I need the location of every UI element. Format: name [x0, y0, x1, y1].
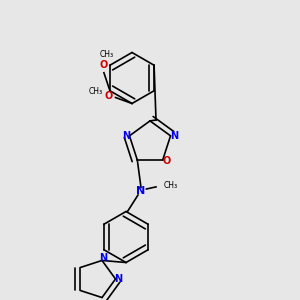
Text: O: O — [162, 157, 170, 166]
Text: CH₃: CH₃ — [100, 50, 114, 59]
Text: N: N — [136, 185, 146, 196]
Text: N: N — [122, 131, 130, 141]
Text: N: N — [170, 131, 178, 141]
Text: O: O — [104, 91, 112, 101]
Text: CH₃: CH₃ — [89, 87, 103, 96]
Text: CH₃: CH₃ — [164, 182, 178, 190]
Text: N: N — [114, 274, 123, 284]
Text: O: O — [100, 60, 108, 70]
Text: N: N — [100, 253, 108, 263]
